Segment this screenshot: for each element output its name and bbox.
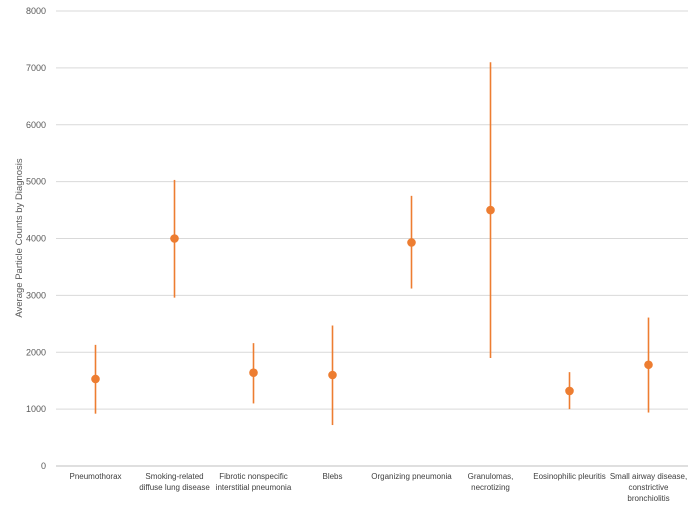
x-category-label-line: Fibrotic nonspecific xyxy=(219,472,287,481)
data-point xyxy=(249,368,258,378)
x-category-label: Eosinophilic pleuritis xyxy=(533,472,605,481)
x-category-label: Fibrotic nonspecific interstitial pneumon… xyxy=(216,472,292,492)
x-category-label: Blebs xyxy=(322,472,342,481)
error-bars xyxy=(94,62,650,426)
y-tick-label: 1000 xyxy=(26,404,46,414)
y-tick-label: 8000 xyxy=(26,6,46,16)
x-category-label: Small airway disease, constrictive bronchi… xyxy=(610,472,687,503)
gridlines xyxy=(56,10,688,467)
x-category-label-line: Blebs xyxy=(322,472,342,481)
x-category-label-line: bronchiolitis xyxy=(627,494,669,503)
y-tick-label: 4000 xyxy=(26,234,46,244)
y-tick-label: 6000 xyxy=(26,120,46,130)
data-point xyxy=(565,386,574,396)
x-axis-categories: Pneumothorax Smoking-related diffuse lung … xyxy=(69,472,687,503)
y-axis-ticks: 0 1000 2000 3000 4000 5000 6000 7000 8000 xyxy=(26,6,46,471)
data-point xyxy=(328,370,337,380)
data-point xyxy=(91,374,100,384)
x-category-label-line: Granulomas, xyxy=(468,472,514,481)
y-tick-label: 7000 xyxy=(26,63,46,73)
x-category-label: Pneumothorax xyxy=(69,472,121,481)
y-tick-label: 3000 xyxy=(26,290,46,300)
data-point xyxy=(170,234,179,243)
data-point xyxy=(486,205,495,215)
x-category-label-line: Small airway disease, xyxy=(610,472,687,481)
y-tick-label: 0 xyxy=(41,461,46,471)
x-category-label-line: diffuse lung disease xyxy=(139,483,210,492)
x-category-label: Organizing pneumonia xyxy=(371,472,452,481)
x-category-label-line: Organizing pneumonia xyxy=(371,472,452,481)
x-category-label: Smoking-related diffuse lung disease xyxy=(139,472,210,492)
x-category-label-line: interstitial pneumonia xyxy=(216,483,292,492)
x-category-label: Granulomas, necrotizing xyxy=(468,472,514,492)
data-points xyxy=(91,205,653,396)
x-category-label-line: constrictive xyxy=(628,483,669,492)
x-category-label-line: Eosinophilic pleuritis xyxy=(533,472,605,481)
y-axis-label: Average Particle Counts by Diagnosis xyxy=(14,158,25,318)
x-category-label-line: Pneumothorax xyxy=(69,472,121,481)
data-point xyxy=(644,360,653,370)
x-category-label-line: necrotizing xyxy=(471,483,510,492)
y-tick-label: 5000 xyxy=(26,177,46,187)
y-tick-label: 2000 xyxy=(26,347,46,357)
x-category-label-line: Smoking-related xyxy=(145,472,203,481)
data-point xyxy=(407,238,416,247)
